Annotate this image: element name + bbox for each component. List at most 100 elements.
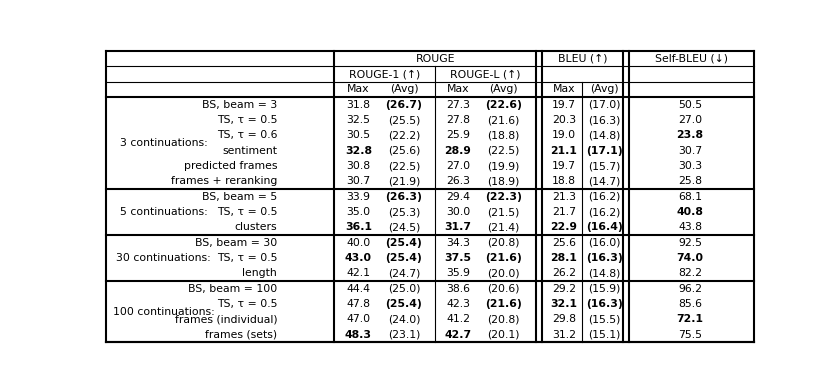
Text: 30.3: 30.3 xyxy=(678,161,702,171)
Text: 19.0: 19.0 xyxy=(552,130,576,140)
Text: 38.6: 38.6 xyxy=(446,284,470,294)
Text: BLEU (↑): BLEU (↑) xyxy=(558,54,607,64)
Text: 31.2: 31.2 xyxy=(552,330,576,340)
Text: TS, τ = 0.6: TS, τ = 0.6 xyxy=(216,130,277,140)
Text: 27.0: 27.0 xyxy=(446,161,470,171)
Text: (20.0): (20.0) xyxy=(487,268,520,278)
Text: TS, τ = 0.5: TS, τ = 0.5 xyxy=(216,207,277,217)
Text: Max: Max xyxy=(446,84,469,94)
Text: (21.6): (21.6) xyxy=(485,253,522,263)
Text: 27.3: 27.3 xyxy=(446,100,470,110)
Text: (26.7): (26.7) xyxy=(386,100,422,110)
Text: 42.3: 42.3 xyxy=(446,299,470,309)
Text: (16.4): (16.4) xyxy=(586,222,623,232)
Text: 36.1: 36.1 xyxy=(345,222,372,232)
Text: 19.7: 19.7 xyxy=(552,100,576,110)
Text: (15.5): (15.5) xyxy=(588,314,620,324)
Text: 30.8: 30.8 xyxy=(347,161,371,171)
Text: Max: Max xyxy=(553,84,576,94)
Text: 47.0: 47.0 xyxy=(347,314,371,324)
Text: sentiment: sentiment xyxy=(222,146,277,156)
Text: 32.5: 32.5 xyxy=(347,115,371,125)
Text: Self-BLEU (↓): Self-BLEU (↓) xyxy=(655,54,728,64)
Text: (26.3): (26.3) xyxy=(386,192,422,202)
Text: ROUGE-L (↑): ROUGE-L (↑) xyxy=(451,69,521,79)
Text: (25.5): (25.5) xyxy=(388,115,420,125)
Text: (22.6): (22.6) xyxy=(485,100,522,110)
Text: 43.0: 43.0 xyxy=(345,253,372,263)
Text: 31.7: 31.7 xyxy=(445,222,472,232)
Text: (Avg): (Avg) xyxy=(489,84,518,94)
Text: 29.2: 29.2 xyxy=(552,284,576,294)
Text: BS, beam = 3: BS, beam = 3 xyxy=(202,100,277,110)
Text: 32.8: 32.8 xyxy=(345,146,372,156)
Text: (25.4): (25.4) xyxy=(386,299,422,309)
Text: (25.3): (25.3) xyxy=(388,207,420,217)
Text: 35.0: 35.0 xyxy=(347,207,371,217)
Text: (20.6): (20.6) xyxy=(487,284,519,294)
Text: 22.9: 22.9 xyxy=(550,222,577,232)
Text: 96.2: 96.2 xyxy=(678,284,702,294)
Text: BS, beam = 5: BS, beam = 5 xyxy=(202,192,277,202)
Text: 21.7: 21.7 xyxy=(552,207,576,217)
Text: 42.7: 42.7 xyxy=(445,330,472,340)
Text: 100 continuations:: 100 continuations: xyxy=(112,307,214,317)
Text: frames (individual): frames (individual) xyxy=(175,314,277,324)
Text: (18.8): (18.8) xyxy=(487,130,519,140)
Text: BS, beam = 30: BS, beam = 30 xyxy=(195,238,277,248)
Text: 74.0: 74.0 xyxy=(676,253,704,263)
Text: (20.8): (20.8) xyxy=(487,314,519,324)
Text: 30.0: 30.0 xyxy=(446,207,470,217)
Text: (21.6): (21.6) xyxy=(485,299,522,309)
Text: 30 continuations:: 30 continuations: xyxy=(116,253,211,263)
Text: BS, beam = 100: BS, beam = 100 xyxy=(188,284,277,294)
Text: (21.9): (21.9) xyxy=(388,177,420,186)
Text: (16.3): (16.3) xyxy=(588,115,620,125)
Text: (25.6): (25.6) xyxy=(388,146,420,156)
Text: 72.1: 72.1 xyxy=(676,314,704,324)
Text: frames (sets): frames (sets) xyxy=(205,330,277,340)
Text: 29.4: 29.4 xyxy=(446,192,470,202)
Text: (20.8): (20.8) xyxy=(487,238,519,248)
Text: ROUGE: ROUGE xyxy=(415,54,455,64)
Text: 30.5: 30.5 xyxy=(347,130,371,140)
Text: 75.5: 75.5 xyxy=(678,330,702,340)
Text: (16.2): (16.2) xyxy=(588,192,620,202)
Text: 50.5: 50.5 xyxy=(678,100,702,110)
Text: (16.2): (16.2) xyxy=(588,207,620,217)
Text: ROUGE-1 (↑): ROUGE-1 (↑) xyxy=(349,69,420,79)
Text: 3 continuations:: 3 continuations: xyxy=(119,138,207,148)
Text: 5 continuations:: 5 continuations: xyxy=(119,207,207,217)
Text: (22.3): (22.3) xyxy=(485,192,522,202)
Text: 41.2: 41.2 xyxy=(446,314,470,324)
Text: (14.8): (14.8) xyxy=(588,130,620,140)
Text: (21.5): (21.5) xyxy=(487,207,519,217)
Text: (15.7): (15.7) xyxy=(588,161,620,171)
Text: (14.8): (14.8) xyxy=(588,268,620,278)
Text: 28.9: 28.9 xyxy=(445,146,472,156)
Text: (19.9): (19.9) xyxy=(487,161,519,171)
Text: 42.1: 42.1 xyxy=(347,268,371,278)
Text: 26.3: 26.3 xyxy=(446,177,470,186)
Text: 34.3: 34.3 xyxy=(446,238,470,248)
Text: clusters: clusters xyxy=(235,222,277,232)
Text: 40.0: 40.0 xyxy=(347,238,371,248)
Text: TS, τ = 0.5: TS, τ = 0.5 xyxy=(216,299,277,309)
Text: 21.1: 21.1 xyxy=(550,146,577,156)
Text: 29.8: 29.8 xyxy=(552,314,576,324)
Text: 25.9: 25.9 xyxy=(446,130,470,140)
Text: frames + reranking: frames + reranking xyxy=(171,177,277,186)
Text: 30.7: 30.7 xyxy=(678,146,702,156)
Text: (22.2): (22.2) xyxy=(388,130,420,140)
Text: (Avg): (Avg) xyxy=(389,84,419,94)
Text: (15.9): (15.9) xyxy=(588,284,620,294)
Text: length: length xyxy=(242,268,277,278)
Text: 40.8: 40.8 xyxy=(676,207,704,217)
Text: (16.3): (16.3) xyxy=(586,253,623,263)
Text: (21.4): (21.4) xyxy=(487,222,519,232)
Text: (25.4): (25.4) xyxy=(386,253,422,263)
Text: 47.8: 47.8 xyxy=(347,299,371,309)
Text: (23.1): (23.1) xyxy=(388,330,420,340)
Text: 30.7: 30.7 xyxy=(347,177,371,186)
Text: 26.2: 26.2 xyxy=(552,268,576,278)
